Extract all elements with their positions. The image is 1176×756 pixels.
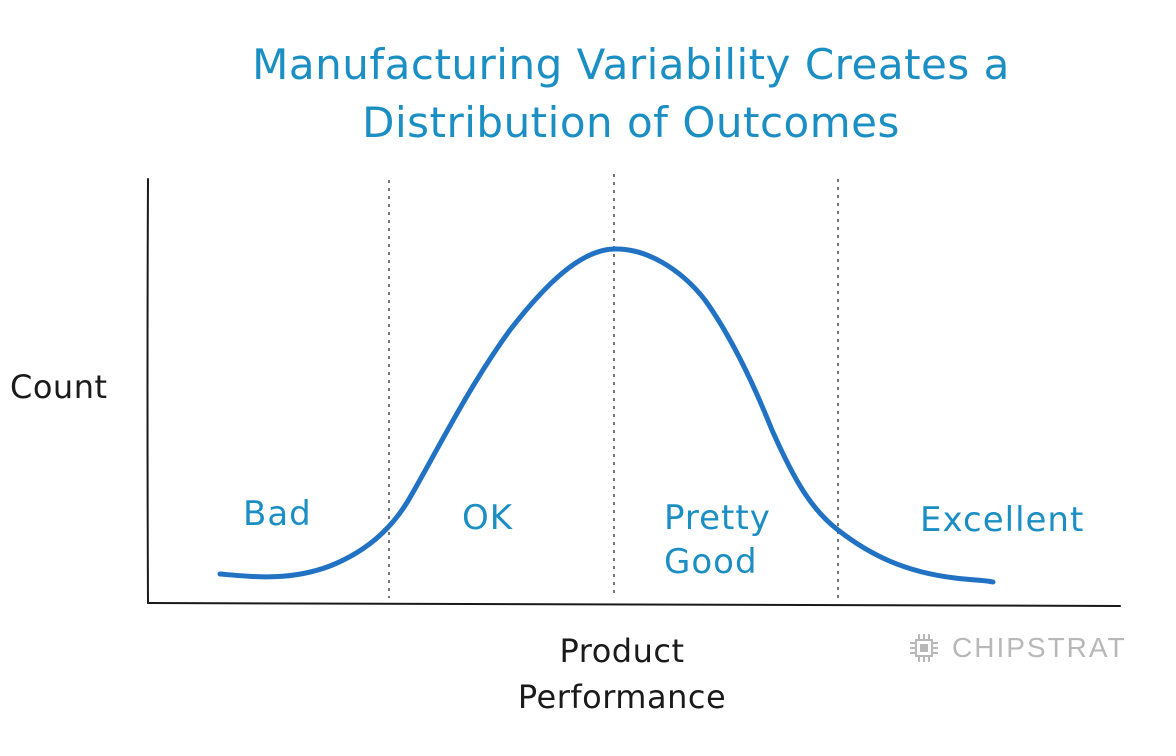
x-axis-line xyxy=(147,602,1121,607)
y-axis-label: Count xyxy=(10,368,108,406)
title-line-2: Distribution of Outcomes xyxy=(362,98,900,147)
x-axis-label-line-1: Product xyxy=(559,632,685,670)
watermark-text: CHIPSTRAT xyxy=(952,632,1127,663)
region-label-ok: OK xyxy=(462,498,514,538)
region-label-excellent: Excellent xyxy=(920,500,1085,540)
chip-icon xyxy=(910,634,938,662)
title-line-1: Manufacturing Variability Creates a xyxy=(252,40,1010,89)
region-label-pretty-good-line-1: Pretty xyxy=(664,498,771,538)
y-axis-line xyxy=(146,178,149,604)
diagram-title: Manufacturing Variability Creates a Dist… xyxy=(0,36,1176,152)
watermark: CHIPSTRAT xyxy=(908,632,1127,664)
x-axis-label-line-2: Performance xyxy=(517,678,727,716)
region-label-bad: Bad xyxy=(243,494,312,534)
bell-curve xyxy=(217,246,996,585)
region-label-pretty-good-line-2: Good xyxy=(664,542,758,582)
